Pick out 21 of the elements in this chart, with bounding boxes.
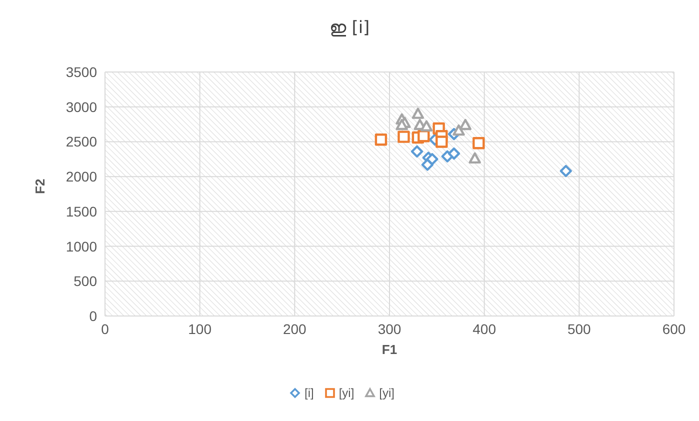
chart-title: ഇ [i] xyxy=(328,18,371,38)
y-tick-label: 500 xyxy=(74,273,98,290)
legend-label: [i] xyxy=(304,386,314,400)
y-tick-label: 0 xyxy=(89,308,98,324)
x-tick-label: 200 xyxy=(282,320,307,337)
x-tick-label: 100 xyxy=(188,320,212,337)
legend-label: [yi] xyxy=(338,386,354,400)
x-tick-label: 600 xyxy=(662,320,686,337)
y-tick-label: 3000 xyxy=(66,98,98,115)
y-tick-label: 1000 xyxy=(66,238,98,254)
x-tick-label: 400 xyxy=(472,320,496,337)
x-tick-label: 300 xyxy=(378,320,402,337)
y-tick-label: 3500 xyxy=(66,64,98,80)
x-tick-label: 0 xyxy=(101,320,110,337)
y-axis-title: F2 xyxy=(32,178,48,194)
x-tick-label: 500 xyxy=(567,320,592,337)
y-tick-label: 2500 xyxy=(66,134,98,150)
y-tick-label: 1500 xyxy=(66,203,98,220)
x-axis-title: F1 xyxy=(382,342,398,357)
y-tick-label: 2000 xyxy=(66,168,98,185)
legend-label: [yi] xyxy=(379,386,395,400)
